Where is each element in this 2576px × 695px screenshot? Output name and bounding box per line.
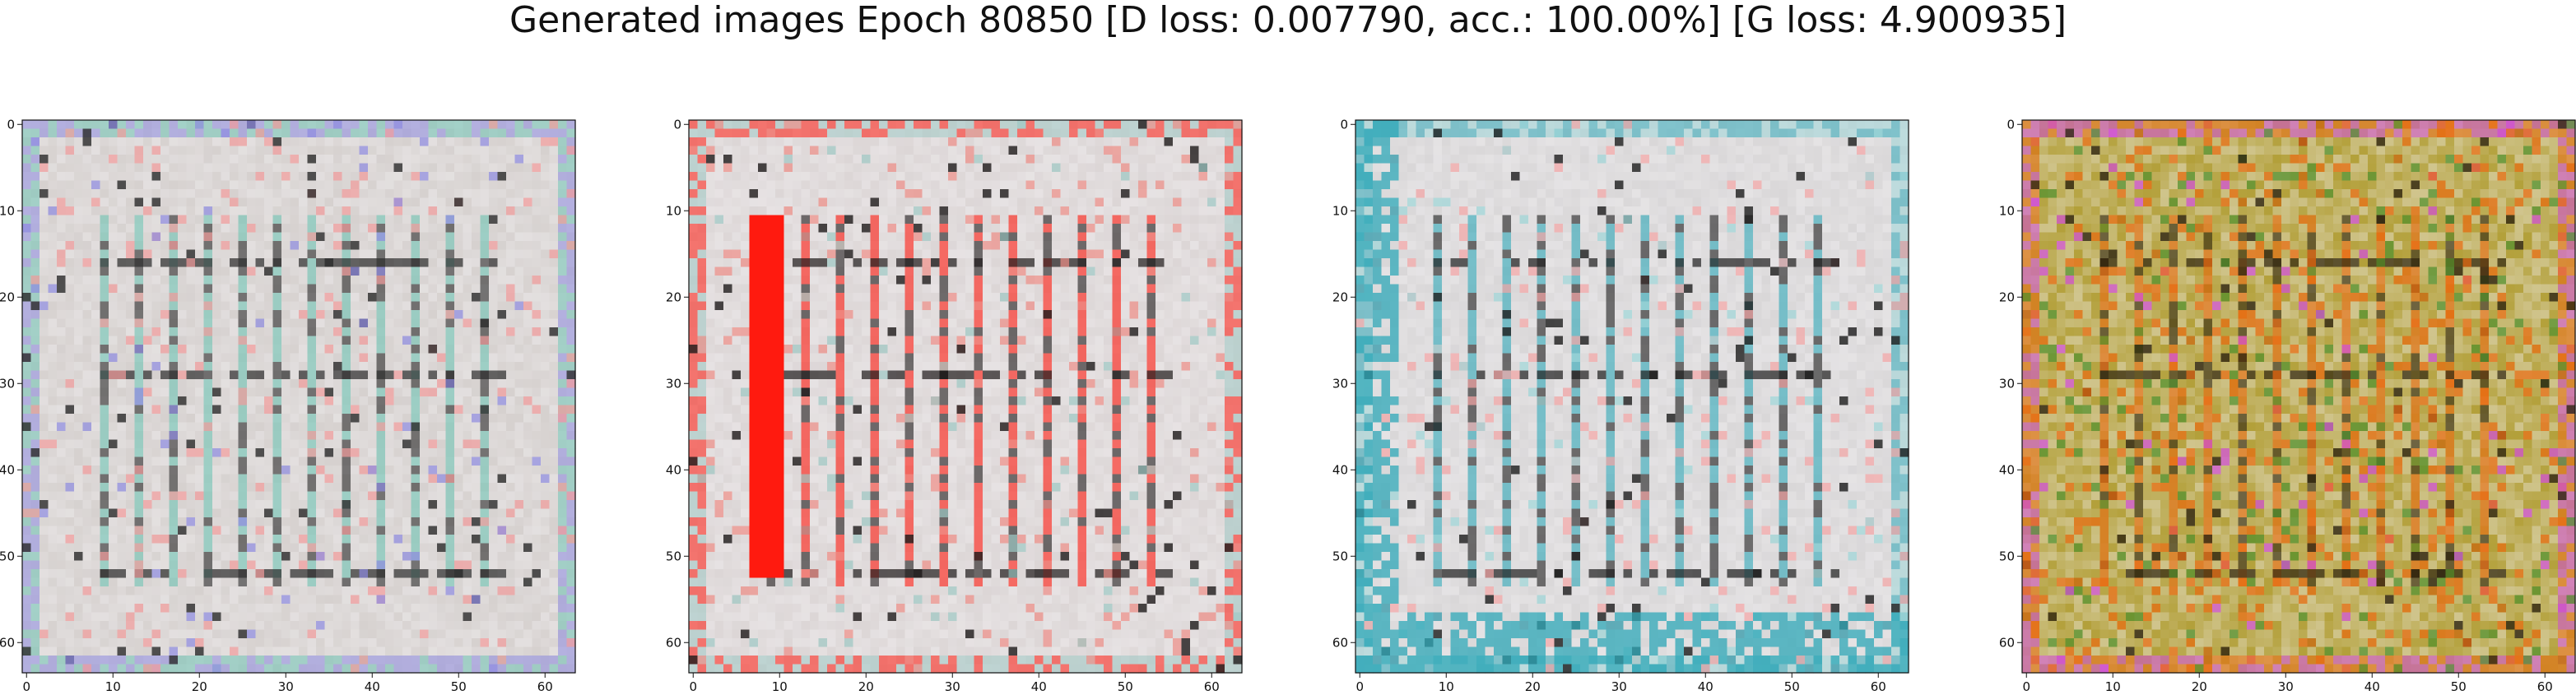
x-tick-label: 10 — [1439, 679, 1454, 694]
y-tick-label: 50 — [666, 549, 681, 563]
y-tick-label: 30 — [666, 376, 681, 391]
x-tick-label: 20 — [192, 679, 207, 694]
y-tick-label: 10 — [1332, 203, 1348, 218]
image-pixels — [689, 120, 1243, 674]
y-tick-label: 0 — [673, 117, 681, 132]
y-tick-label: 40 — [0, 462, 15, 477]
x-tick-label: 20 — [858, 679, 874, 694]
x-tick-label: 0 — [2022, 679, 2030, 694]
generated-image-panel-4: 0 0 10 10 20 20 30 30 40 40 50 50 60 60 — [1999, 117, 2576, 694]
y-tick-label: 50 — [1999, 549, 2015, 563]
x-tick-label: 10 — [105, 679, 121, 694]
x-tick-label: 50 — [2451, 679, 2467, 694]
x-tick-label: 40 — [1031, 679, 1047, 694]
y-tick-label: 0 — [1340, 117, 1348, 132]
y-tick-label: 60 — [666, 635, 681, 650]
x-tick-label: 60 — [2537, 679, 2553, 694]
y-tick-label: 40 — [666, 462, 681, 477]
x-tick-label: 20 — [1525, 679, 1541, 694]
y-tick-label: 40 — [1332, 462, 1348, 477]
x-tick-label: 60 — [1871, 679, 1886, 694]
y-tick-label: 20 — [1332, 290, 1348, 304]
x-tick-label: 30 — [278, 679, 294, 694]
x-tick-label: 20 — [2192, 679, 2207, 694]
y-tick-label: 0 — [2006, 117, 2015, 132]
y-tick-label: 50 — [1332, 549, 1348, 563]
y-tick-label: 10 — [1999, 203, 2015, 218]
image-pixels — [1355, 120, 1909, 674]
generated-image-panel-3: 0 0 10 10 20 20 30 30 40 40 50 50 60 60 — [1332, 117, 1909, 694]
axes-frame — [688, 119, 1243, 674]
x-tick-label: 30 — [2278, 679, 2294, 694]
axes-frame — [21, 119, 576, 674]
x-tick-label: 10 — [2105, 679, 2121, 694]
y-tick-label: 60 — [0, 635, 15, 650]
y-tick-label: 10 — [0, 203, 15, 218]
x-tick-label: 40 — [365, 679, 380, 694]
axes-frame — [2021, 119, 2576, 674]
y-tick-label: 30 — [0, 376, 15, 391]
y-tick-label: 20 — [1999, 290, 2015, 304]
x-tick-label: 0 — [22, 679, 30, 694]
generated-image-panel-2: 0 0 10 10 20 20 30 30 40 40 50 50 60 60 — [666, 117, 1243, 694]
image-pixels — [22, 120, 576, 674]
image-pixels — [2022, 120, 2576, 674]
figure-title: Generated images Epoch 80850 [D loss: 0.… — [509, 0, 2067, 41]
y-tick-label: 60 — [1332, 635, 1348, 650]
x-tick-label: 0 — [1355, 679, 1364, 694]
axes-frame — [1355, 119, 1909, 674]
y-tick-label: 20 — [666, 290, 681, 304]
y-tick-label: 0 — [7, 117, 15, 132]
y-tick-label: 10 — [666, 203, 681, 218]
y-tick-label: 50 — [0, 549, 15, 563]
generated-image-panel-1: 0 0 10 10 20 20 30 30 40 40 50 50 60 60 — [0, 117, 576, 694]
y-tick-label: 30 — [1332, 376, 1348, 391]
x-tick-label: 10 — [772, 679, 788, 694]
x-tick-label: 40 — [2364, 679, 2380, 694]
x-tick-label: 50 — [451, 679, 467, 694]
x-tick-label: 60 — [537, 679, 553, 694]
x-tick-label: 0 — [689, 679, 697, 694]
y-tick-label: 20 — [0, 290, 15, 304]
y-tick-label: 30 — [1999, 376, 2015, 391]
x-tick-label: 60 — [1204, 679, 1220, 694]
x-tick-label: 50 — [1784, 679, 1800, 694]
x-tick-label: 40 — [1698, 679, 1713, 694]
x-tick-label: 50 — [1118, 679, 1133, 694]
x-tick-label: 30 — [945, 679, 960, 694]
x-tick-label: 30 — [1611, 679, 1627, 694]
y-tick-label: 60 — [1999, 635, 2015, 650]
y-tick-label: 40 — [1999, 462, 2015, 477]
